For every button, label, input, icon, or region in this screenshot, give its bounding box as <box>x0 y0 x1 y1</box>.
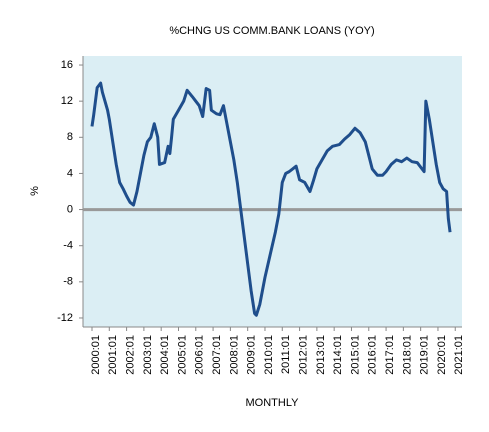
x-tick-label: 2018:01 <box>401 335 413 375</box>
x-tick-label: 2003:01 <box>142 335 154 375</box>
x-axis-label: MONTHLY <box>246 397 300 409</box>
x-tick-label: 2015:01 <box>349 335 361 375</box>
y-tick-label: 8 <box>67 131 73 143</box>
line <box>90 81 452 317</box>
chart-title: %CHNG US COMM.BANK LOANS (YOY) <box>169 25 374 37</box>
y-axis-label: % <box>29 186 41 196</box>
x-tick-label: 2004:01 <box>159 335 171 375</box>
plot-background <box>83 56 462 327</box>
x-tick-label: 2016:01 <box>367 335 379 375</box>
y-tick-label: 12 <box>61 95 73 107</box>
x-tick-label: 2005:01 <box>176 335 188 375</box>
x-tick-label: 2001:01 <box>107 335 119 375</box>
x-tick-label: 2009:01 <box>246 335 258 375</box>
x-tick-label: 2014:01 <box>332 335 344 375</box>
y-tick-label: -4 <box>63 240 73 252</box>
x-tick-label: 2012:01 <box>297 335 309 375</box>
x-tick-label: 2010:01 <box>263 335 275 375</box>
x-tick-label: 2000:01 <box>90 335 102 375</box>
y-tick-label: 0 <box>67 203 73 215</box>
y-tick-label: -12 <box>57 312 73 324</box>
x-tick-label: 2013:01 <box>315 335 327 375</box>
x-tick-label: 2021:01 <box>453 335 465 375</box>
x-tick-label: 2011:01 <box>280 335 292 374</box>
x-tick-label: 2019:01 <box>419 335 431 375</box>
y-tick-label: -8 <box>63 276 73 288</box>
x-tick-label: 2006:01 <box>194 335 206 375</box>
x-tick-label: 2017:01 <box>384 335 396 375</box>
y-tick-label: 4 <box>67 167 73 179</box>
x-tick-label: 2002:01 <box>124 335 136 375</box>
x-tick-label: 2020:01 <box>436 335 448 375</box>
y-tick-label: 16 <box>61 59 73 71</box>
x-tick-label: 2007:01 <box>211 335 223 375</box>
x-tick-label: 2008:01 <box>228 335 240 375</box>
